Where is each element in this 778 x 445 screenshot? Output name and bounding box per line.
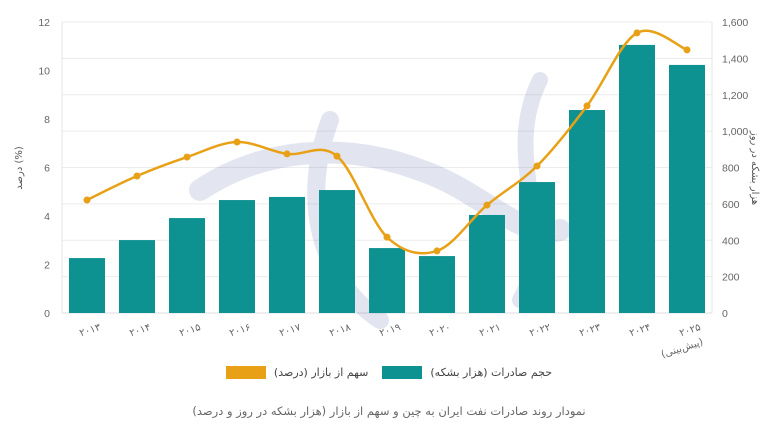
x-tick: ۲۰۲۲ bbox=[528, 322, 552, 339]
y-axis-right-title: هزار بشکه در روز bbox=[749, 130, 760, 205]
y-right-tick: 800 bbox=[722, 163, 740, 175]
bar[interactable] bbox=[169, 218, 205, 313]
y-axis-left-title: درصد (%) bbox=[14, 146, 25, 190]
legend-bar-label: حجم صادرات (هزار بشکه) bbox=[430, 366, 553, 379]
x-tick: ۲۰۲۳ bbox=[578, 322, 602, 339]
y-right-tick: 1,200 bbox=[722, 90, 748, 102]
line-point[interactable] bbox=[683, 46, 691, 54]
bar[interactable] bbox=[569, 110, 605, 313]
y-right-tick: 600 bbox=[722, 199, 740, 211]
y-right-tick: 1,600 bbox=[722, 17, 748, 29]
bar[interactable] bbox=[219, 200, 255, 313]
bar[interactable] bbox=[69, 258, 105, 313]
x-tick: ۲۰۱۳ bbox=[78, 322, 102, 339]
x-tick: ۲۰۲۴ bbox=[628, 322, 652, 339]
y-left-tick: 10 bbox=[38, 66, 50, 78]
line-point[interactable] bbox=[583, 102, 591, 110]
x-tick: ۲۰۲۰ bbox=[428, 322, 452, 339]
x-tick: ۲۰۱۶ bbox=[228, 322, 252, 339]
bar[interactable] bbox=[419, 256, 455, 313]
bar[interactable] bbox=[519, 182, 555, 313]
combo-chart: 0 2 4 6 8 10 12 0 200 400 600 800 1,000 1,200 1,400 1,… bbox=[14, 17, 760, 360]
line-point[interactable] bbox=[283, 150, 291, 158]
bar[interactable] bbox=[619, 44, 655, 313]
y-left-tick: 2 bbox=[44, 260, 50, 272]
bar[interactable] bbox=[469, 214, 505, 313]
line-point[interactable] bbox=[633, 29, 641, 37]
bar[interactable] bbox=[119, 240, 155, 313]
x-tick: ۲۰۱۵ bbox=[178, 322, 202, 339]
y-left-tick: 12 bbox=[38, 17, 50, 29]
y-right-tick: 200 bbox=[722, 272, 740, 284]
y-left-tick: 0 bbox=[44, 308, 50, 320]
y-left-tick: 6 bbox=[44, 163, 50, 175]
legend-item-line[interactable]: سهم از بازار (درصد) bbox=[225, 366, 369, 379]
legend-line-swatch bbox=[225, 366, 266, 379]
y-right-tick: 1,400 bbox=[722, 53, 748, 65]
line-point[interactable] bbox=[433, 247, 441, 255]
line-point[interactable] bbox=[383, 233, 391, 241]
line-point[interactable] bbox=[333, 152, 341, 160]
bar[interactable] bbox=[369, 248, 405, 313]
line-point[interactable] bbox=[533, 162, 541, 170]
y-axis-left: 0 2 4 6 8 10 12 bbox=[38, 17, 50, 320]
bar-series bbox=[69, 44, 705, 313]
x-tick: ۲۰۱۷ bbox=[278, 322, 302, 339]
line-point[interactable] bbox=[483, 201, 491, 209]
bar[interactable] bbox=[269, 196, 305, 313]
bar[interactable] bbox=[319, 190, 355, 313]
y-right-tick: 400 bbox=[722, 235, 740, 247]
line-series bbox=[83, 29, 691, 255]
y-right-tick: 1,000 bbox=[722, 126, 748, 138]
y-left-tick: 8 bbox=[44, 114, 50, 126]
x-tick-note: (پیش‌بینی) bbox=[660, 337, 705, 360]
legend: حجم صادرات (هزار بشکه) سهم از بازار (درص… bbox=[0, 366, 778, 379]
x-tick: ۲۰۲۱ bbox=[478, 322, 502, 339]
line-point[interactable] bbox=[83, 196, 91, 204]
legend-item-bar[interactable]: حجم صادرات (هزار بشکه) bbox=[382, 366, 552, 379]
line-point[interactable] bbox=[133, 172, 141, 180]
x-tick: ۲۰۱۴ bbox=[128, 322, 152, 339]
chart-caption: نمودار روند صادرات نفت ایران به چین و سه… bbox=[192, 404, 586, 418]
legend-bar-swatch bbox=[382, 366, 423, 379]
x-axis: ۲۰۱۳ ۲۰۱۴ ۲۰۱۵ ۲۰۱۶ ۲۰۱۷ ۲۰۱۸ ۲۰۱۹ ۲۰۲۰ ۲۰۲۱ ۲۰۲۲… bbox=[78, 322, 704, 360]
line-point[interactable] bbox=[183, 153, 191, 161]
y-left-tick: 4 bbox=[44, 211, 50, 223]
x-tick: ۲۰۱۸ bbox=[328, 322, 352, 339]
y-right-tick: 0 bbox=[722, 308, 728, 320]
y-axis-right: 0 200 400 600 800 1,000 1,200 1,400 1,600 bbox=[722, 17, 748, 320]
bar[interactable] bbox=[669, 64, 705, 313]
line-point[interactable] bbox=[233, 138, 241, 146]
legend-line-label: سهم از بازار (درصد) bbox=[273, 366, 369, 379]
